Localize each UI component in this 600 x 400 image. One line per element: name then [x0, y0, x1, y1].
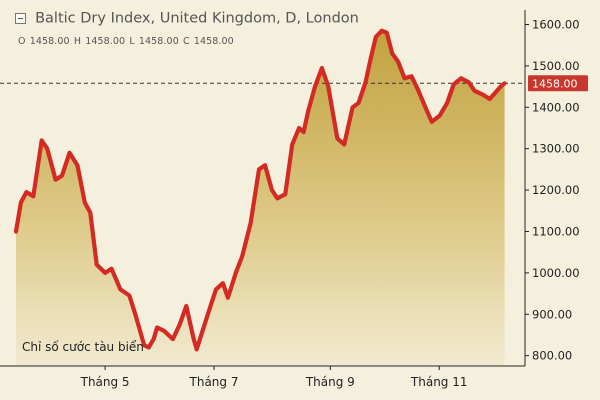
ohlc-close-value: 1458.00: [193, 36, 234, 47]
chart-title: Baltic Dry Index, United Kingdom, D, Lon…: [35, 10, 359, 27]
ohlc-high-label: H: [73, 36, 82, 47]
ohlc-open-value: 1458.00: [29, 36, 70, 47]
series-area: [16, 30, 505, 366]
collapse-icon[interactable]: [15, 13, 26, 24]
ohlc-low-label: L: [129, 36, 135, 47]
x-tick-label: Tháng 9: [305, 375, 355, 389]
y-tick-label: 1000.00: [532, 266, 580, 280]
area-layer: [16, 30, 505, 366]
ohlc-open-label: O: [18, 36, 26, 47]
y-axis-ticks: 800.00 900.00 1000.00 1100.00 1200.00 1300.00…: [525, 17, 580, 363]
last-value-box: [528, 75, 588, 92]
chart-header: Baltic Dry Index, United Kingdom, D, Lon…: [15, 8, 359, 27]
x-tick-label: Tháng 7: [189, 375, 239, 389]
chart-annotation: Chỉ số cước tàu biển: [22, 340, 144, 354]
x-tick-label: Tháng 5: [80, 375, 130, 389]
ohlc-low-value: 1458.00: [138, 36, 179, 47]
ohlc-high-value: 1458.00: [85, 36, 126, 47]
y-tick-label: 900.00: [532, 307, 572, 321]
y-tick-label: 1100.00: [532, 224, 580, 238]
line-layer: [13, 28, 507, 352]
y-tick-label: 1200.00: [532, 183, 580, 197]
x-tick-label: Tháng 11: [410, 375, 468, 389]
ohlc-readout: O 1458.00 H 1458.00 L 1458.00 C 1458.00: [18, 36, 235, 47]
last-value-tag: 1458.00: [528, 75, 588, 92]
ohlc-close-label: C: [182, 36, 190, 47]
y-tick-label: 1600.00: [532, 17, 580, 31]
x-axis-ticks: Tháng 5 Tháng 7 Tháng 9 Tháng 11: [80, 366, 468, 389]
y-tick-label: 1300.00: [532, 142, 580, 156]
y-tick-label: 800.00: [532, 349, 572, 363]
last-value-label: 1458.00: [532, 77, 578, 90]
y-tick-label: 1500.00: [532, 59, 580, 73]
series-line: [13, 28, 507, 352]
y-tick-label: 1400.00: [532, 100, 580, 114]
